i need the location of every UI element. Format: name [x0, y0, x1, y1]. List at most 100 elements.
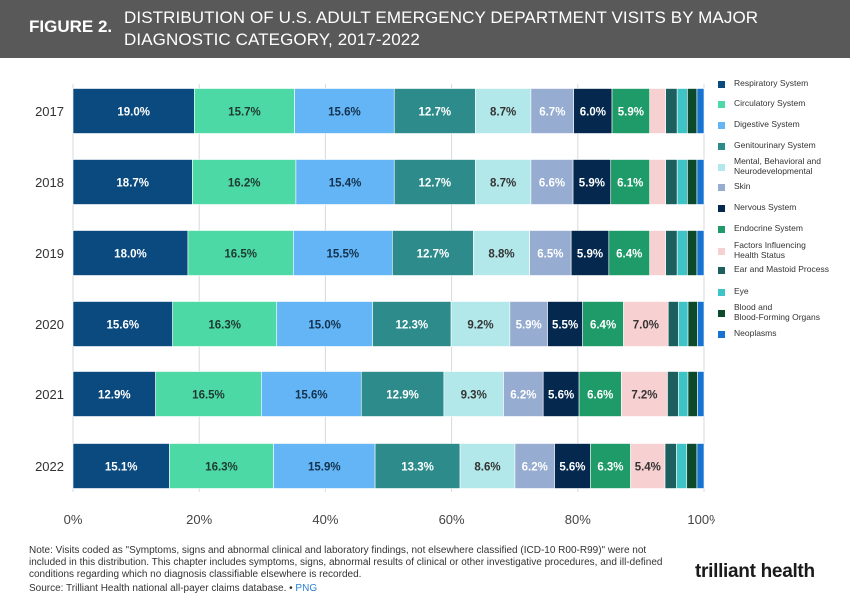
bar-segment [273, 443, 376, 489]
bar-segment [393, 88, 476, 134]
legend-swatch [718, 81, 725, 88]
data-label: 15.7% [228, 107, 261, 119]
bar-segment [687, 230, 698, 276]
bar-segment [621, 371, 668, 417]
data-label: 16.2% [228, 178, 261, 190]
bar-segment [276, 301, 373, 347]
legend-label: Genitourinary System [734, 140, 816, 150]
bar-segment [294, 88, 395, 134]
data-label: 6.4% [616, 249, 642, 261]
data-label: 8.7% [490, 178, 516, 190]
legend-label: Blood and Blood-Forming Organs [734, 302, 820, 322]
bar-segment [687, 301, 698, 347]
data-label: 6.2% [510, 390, 536, 402]
bar-segment [696, 230, 705, 276]
data-label: 6.4% [590, 320, 616, 332]
trilliant-health-logo: trilliant health [695, 561, 815, 582]
data-label: 19.0% [117, 107, 150, 119]
stacked-bar-chart: 0% 20% 40% 60% 80% 100% 2017 19.0% 15.7% 15.6% 12.… [35, 84, 715, 527]
bar-segment [72, 230, 189, 276]
data-label: 15.5% [327, 249, 360, 261]
bar-segment [676, 230, 688, 276]
bar-segment [573, 88, 613, 134]
bar-segment [155, 371, 262, 417]
legend-swatch [718, 289, 725, 296]
bar-segment [667, 301, 679, 347]
data-label: 5.5% [552, 320, 578, 332]
legend-swatch [718, 164, 725, 171]
legend-label: Respiratory System [734, 78, 809, 88]
data-label: 16.3% [208, 320, 241, 332]
data-label: 6.0% [580, 107, 606, 119]
legend-swatch [718, 143, 725, 150]
legend-swatch [718, 267, 725, 274]
bar-segment [473, 230, 530, 276]
png-download-link[interactable]: PNG [295, 583, 318, 594]
bar-segment [459, 443, 516, 489]
data-label: 15.1% [105, 462, 138, 474]
data-label: 15.0% [308, 320, 341, 332]
y-category-label: 2017 [35, 104, 64, 119]
data-label: 6.3% [597, 462, 623, 474]
data-label: 12.9% [386, 390, 419, 402]
data-label: 16.3% [205, 462, 238, 474]
bar-segment [590, 443, 631, 489]
bar-segment [696, 443, 705, 489]
bar-segment [72, 301, 173, 347]
bar-segment [509, 301, 548, 347]
legend-label: Nervous System [734, 202, 797, 212]
bar-segment [475, 88, 532, 134]
data-label: 13.3% [401, 462, 434, 474]
bar-segment [187, 230, 294, 276]
data-label: 12.7% [417, 249, 450, 261]
data-label: 6.7% [539, 107, 565, 119]
bar-segment [570, 230, 610, 276]
bar-segment [530, 88, 575, 134]
bar-segment [611, 88, 651, 134]
bar-segment [676, 443, 688, 489]
legend-label: Endocrine System [734, 223, 803, 233]
data-label: 5.9% [618, 107, 644, 119]
bar-segment [261, 371, 362, 417]
bar-segment [696, 88, 705, 134]
bar-segment [678, 301, 689, 347]
y-category-label: 2018 [35, 175, 64, 190]
data-label: 7.2% [631, 390, 657, 402]
data-label: 15.4% [329, 178, 362, 190]
data-label: 8.7% [490, 107, 516, 119]
bar-segment [676, 159, 688, 205]
separator: • [286, 583, 296, 594]
data-label: 15.6% [295, 390, 328, 402]
data-label: 5.6% [559, 462, 585, 474]
y-category-label: 2021 [35, 387, 64, 402]
legend-label: Skin [734, 181, 751, 191]
data-label: 6.5% [537, 249, 563, 261]
bar-segment [72, 371, 156, 417]
bar-segment [696, 159, 705, 205]
bar-segment [542, 371, 580, 417]
bar-segment [475, 159, 532, 205]
figure-label: FIGURE 2. [29, 17, 113, 36]
bar-segment [608, 230, 651, 276]
data-label: 15.6% [107, 320, 140, 332]
bar-segment [697, 371, 705, 417]
data-label: 5.6% [548, 390, 574, 402]
data-label: 9.3% [461, 390, 487, 402]
bar-segment [72, 88, 195, 134]
data-label: 5.9% [577, 249, 603, 261]
bar-segment [192, 159, 297, 205]
legend-swatch [718, 226, 725, 233]
data-label: 6.2% [522, 462, 548, 474]
data-label: 8.6% [474, 462, 500, 474]
data-label: 9.2% [467, 320, 493, 332]
footnote: Note: Visits coded as "Symptoms, signs a… [29, 545, 663, 580]
bar-segment [649, 88, 666, 134]
data-label: 6.6% [539, 178, 565, 190]
bar-segment [687, 371, 698, 417]
legend-label: Factors Influencing Health Status [734, 240, 806, 260]
bar-segment [623, 301, 669, 347]
legend-label: Neoplasms [734, 328, 777, 338]
x-tick-label: 100% [687, 512, 715, 527]
bar-segment [72, 443, 170, 489]
bar-segment [582, 301, 624, 347]
